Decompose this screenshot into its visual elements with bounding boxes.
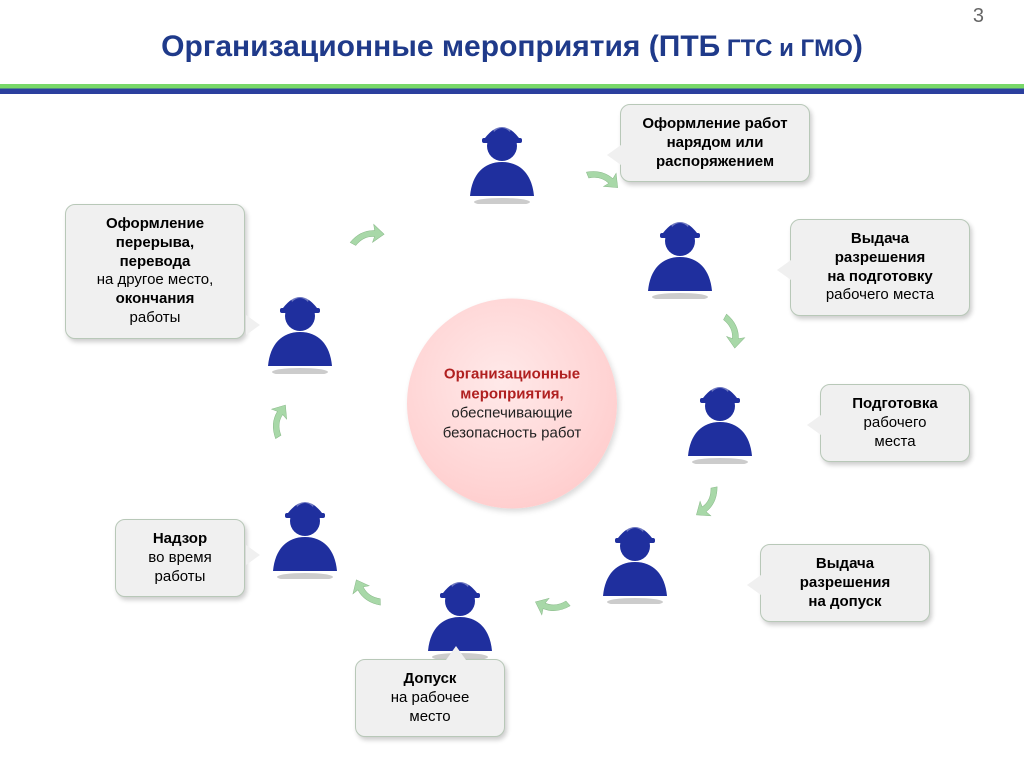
callout-line: Оформление xyxy=(80,215,230,234)
callout-line: разрешения xyxy=(805,249,955,268)
callout-line: Подготовка xyxy=(835,395,955,414)
callout-tail xyxy=(246,315,260,335)
callout-tail xyxy=(807,415,821,435)
cycle-arrow-icon xyxy=(344,568,395,619)
callout-line: Допуск xyxy=(370,670,490,689)
center-rest: обеспечивающие безопасность работ xyxy=(443,405,582,442)
callout-line: Выдача xyxy=(775,555,915,574)
center-bold: Организационные мероприятия, xyxy=(444,366,580,403)
callout-box: Выдачаразрешенияна допуск xyxy=(760,544,930,622)
callout-line: работы xyxy=(80,309,230,328)
callout-tail xyxy=(747,575,761,595)
callout-box: Надзорво времяработы xyxy=(115,519,245,597)
center-circle: Организационные мероприятия, обеспечиваю… xyxy=(407,299,617,509)
callout-line: перевода xyxy=(80,253,230,272)
callout-line: на рабочее xyxy=(370,689,490,708)
worker-icon xyxy=(260,284,340,374)
callout-tail xyxy=(246,545,260,565)
center-text: Организационные мероприятия, обеспечиваю… xyxy=(427,365,597,443)
callout-line: нарядом или xyxy=(635,134,795,153)
worker-icon xyxy=(265,489,345,579)
callout-line: место xyxy=(370,708,490,727)
title-sub: ГТС и ГМО xyxy=(720,35,853,62)
title-main: Организационные мероприятия (ПТБ xyxy=(161,30,720,63)
cycle-arrow-icon xyxy=(528,577,583,632)
callout-tail xyxy=(777,260,791,280)
cycle-diagram: Организационные мероприятия, обеспечиваю… xyxy=(0,104,1024,724)
callout-line: во время xyxy=(130,549,230,568)
callout-line: на другое место, xyxy=(80,271,230,290)
callout-line: окончания xyxy=(80,290,230,309)
callout-box: Выдачаразрешенияна подготовкурабочего ме… xyxy=(790,219,970,316)
callout-box: Оформлениеперерыва,переводана другое мес… xyxy=(65,204,245,339)
worker-icon xyxy=(462,114,542,204)
callout-line: перерыва, xyxy=(80,234,230,253)
cycle-arrow-icon xyxy=(707,306,753,352)
callout-line: места xyxy=(835,433,955,452)
cycle-arrow-icon xyxy=(681,472,736,527)
cycle-arrow-icon xyxy=(252,396,308,452)
callout-box: Подготовкарабочегоместа xyxy=(820,384,970,462)
divider-bar xyxy=(0,84,1024,94)
callout-line: на допуск xyxy=(775,593,915,612)
callout-tail xyxy=(446,646,466,660)
callout-line: распоряжением xyxy=(635,153,795,172)
worker-icon xyxy=(640,209,720,299)
cycle-arrow-icon xyxy=(342,216,388,262)
callout-line: Оформление работ xyxy=(635,115,795,134)
page-title: Организационные мероприятия (ПТБ ГТС и Г… xyxy=(0,0,1024,84)
worker-icon xyxy=(680,374,760,464)
title-close: ) xyxy=(853,30,863,63)
callout-line: работы xyxy=(130,568,230,587)
callout-line: рабочего xyxy=(835,414,955,433)
callout-line: разрешения xyxy=(775,574,915,593)
callout-box: Допускна рабочееместо xyxy=(355,659,505,737)
callout-box: Оформление работнарядом илираспоряжением xyxy=(620,104,810,182)
worker-icon xyxy=(595,514,675,604)
callout-line: на подготовку xyxy=(805,268,955,287)
callout-line: Выдача xyxy=(805,230,955,249)
page-number: 3 xyxy=(973,5,984,28)
callout-line: рабочего места xyxy=(805,286,955,305)
callout-line: Надзор xyxy=(130,530,230,549)
